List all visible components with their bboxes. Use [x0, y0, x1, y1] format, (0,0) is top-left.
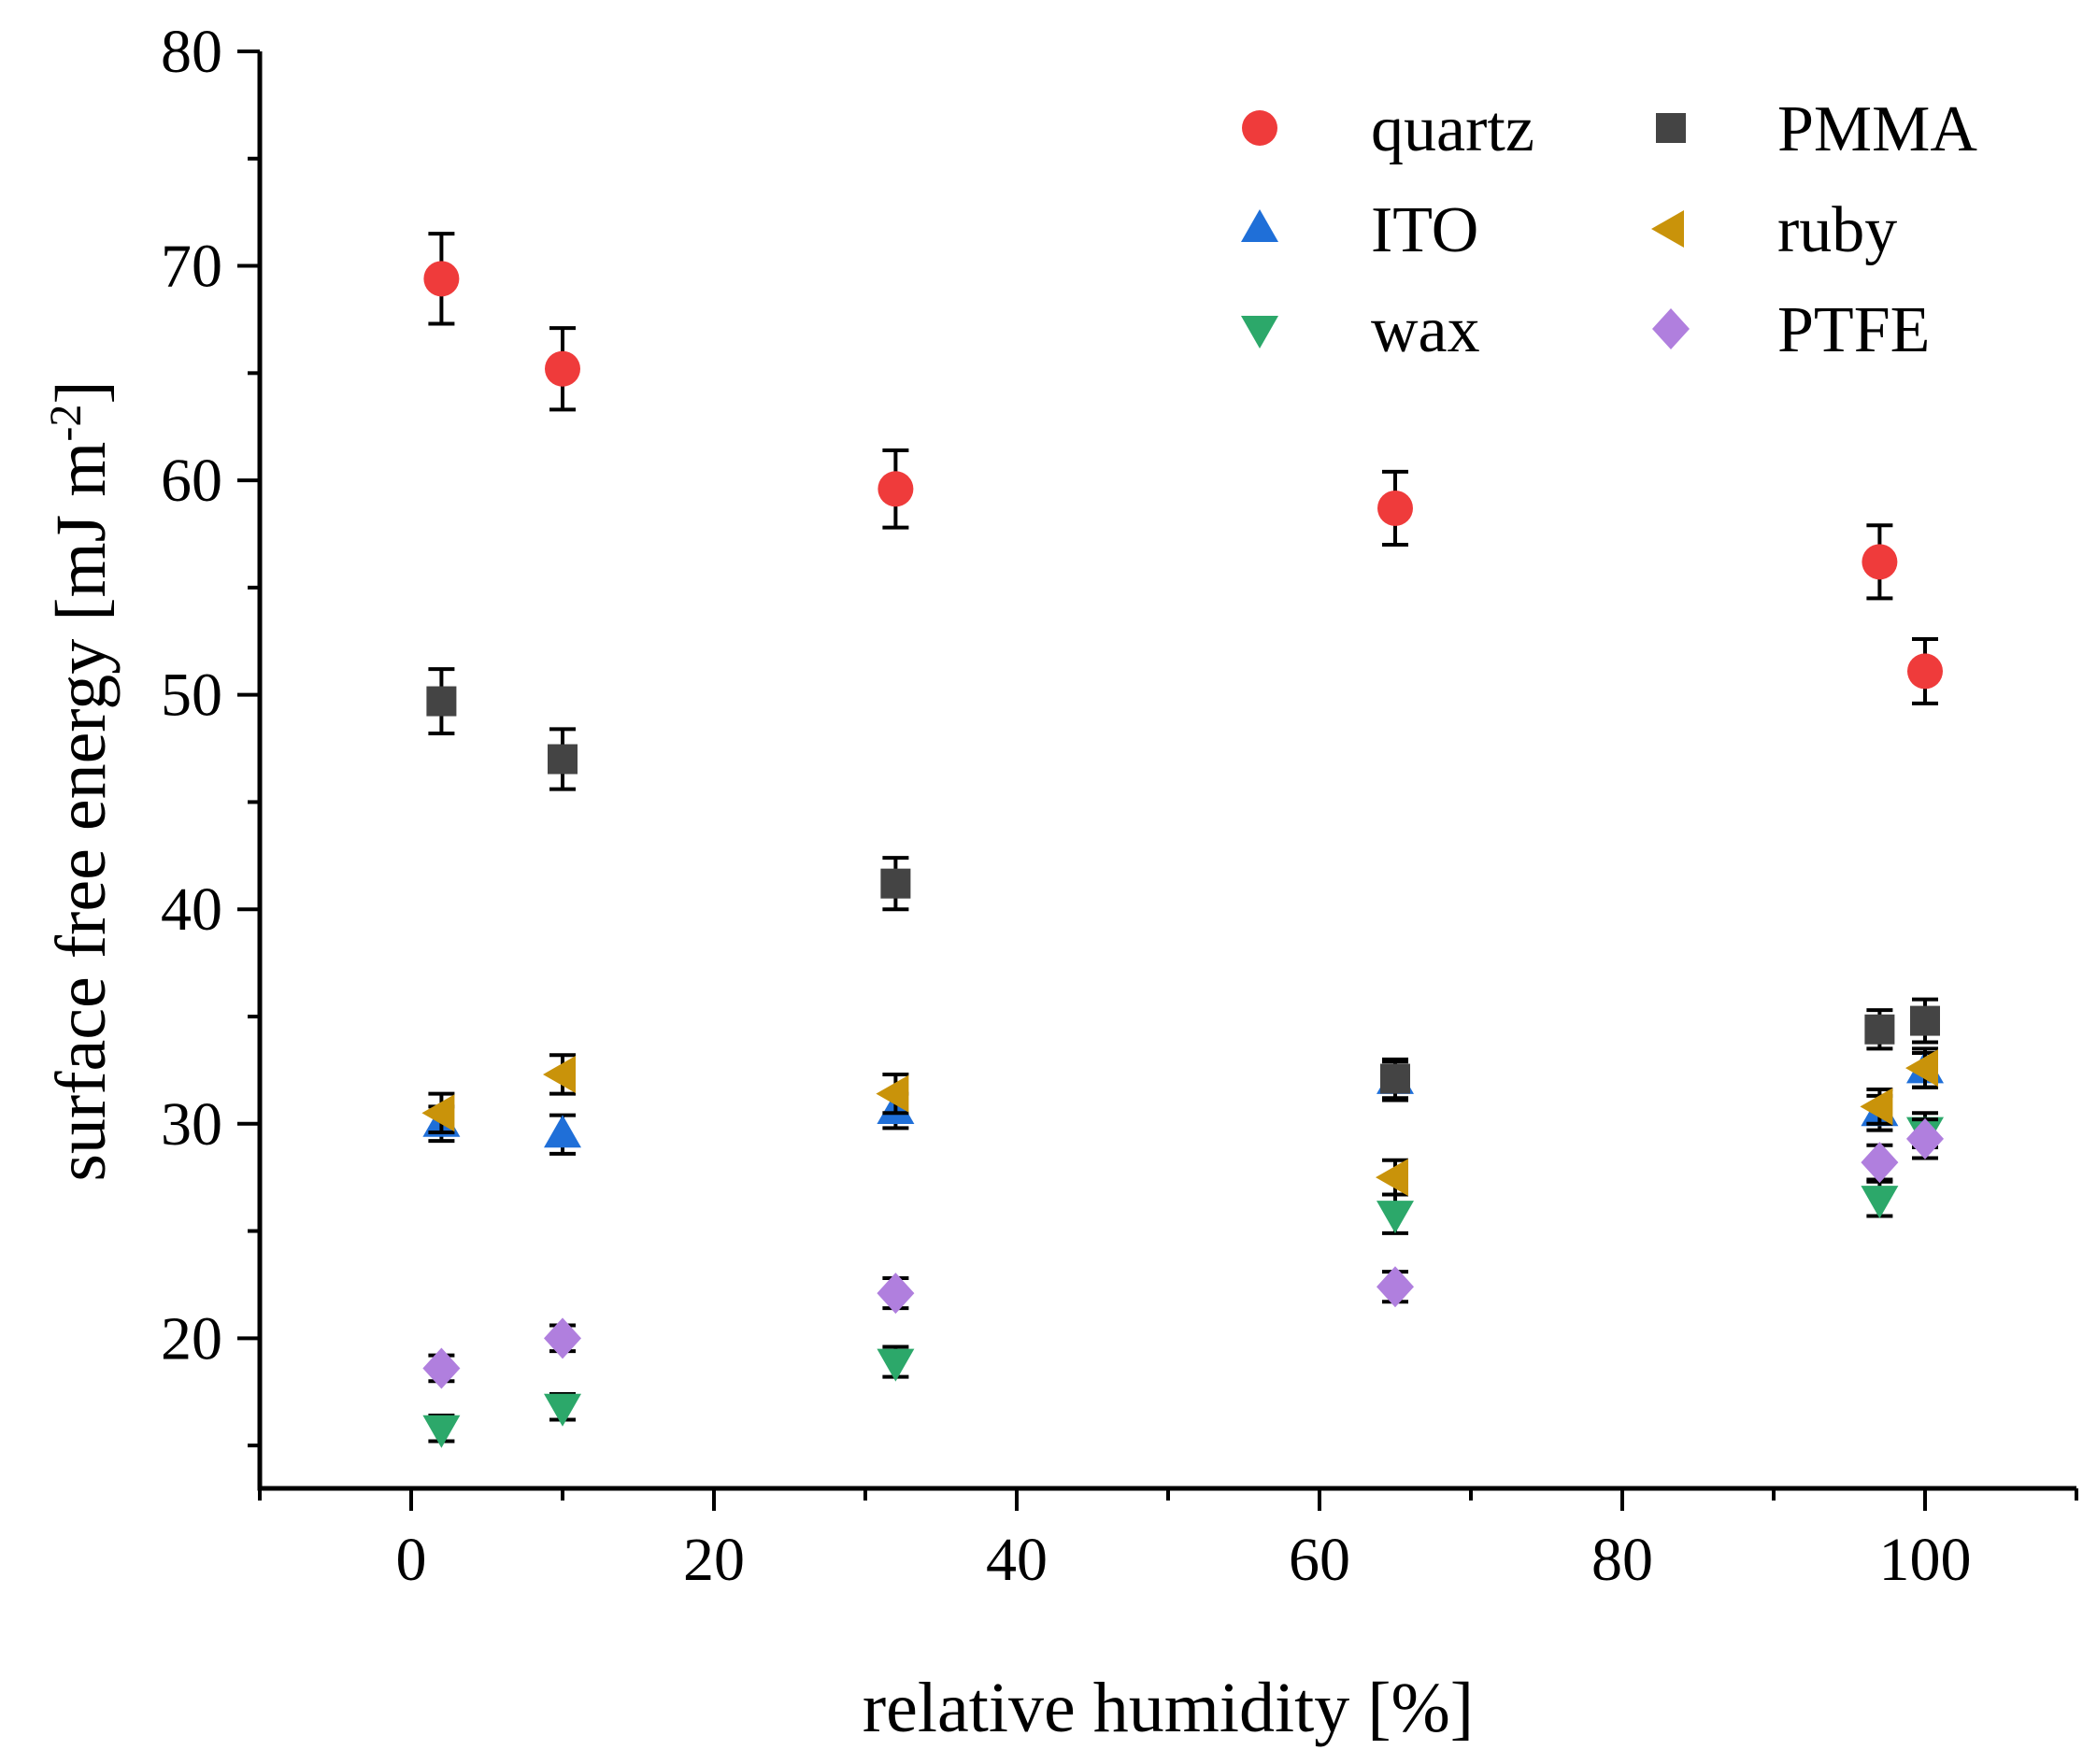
data-point-pmma — [1864, 1014, 1895, 1045]
x-tick-label: 60 — [1289, 1526, 1350, 1594]
data-point-pmma — [880, 868, 911, 899]
data-point-ptfe — [422, 1347, 461, 1389]
y-axis-ticks: 20 30 40 50 60 70 80 — [161, 18, 260, 1448]
legend-label: PMMA — [1777, 93, 1977, 165]
legend-marker — [1242, 110, 1277, 146]
legend-label: ruby — [1777, 194, 1897, 266]
data-point-ruby — [1905, 1049, 1938, 1088]
y-tick-label: 50 — [161, 662, 222, 730]
series-wax — [422, 1111, 1944, 1448]
data-point-wax — [877, 1348, 915, 1382]
plot-area: 0 20 40 60 80 100 20 30 40 50 60 70 80 — [161, 18, 2078, 1594]
legend-item-wax: wax — [1241, 294, 1480, 366]
legend-marker — [1241, 316, 1278, 349]
data-point-pmma — [548, 744, 578, 775]
y-tick-label: 60 — [161, 447, 222, 515]
data-point-pmma — [1910, 1005, 1940, 1036]
series-pmma — [426, 667, 1940, 1101]
y-tick-label: 40 — [161, 875, 222, 944]
data-point-ruby — [1376, 1159, 1408, 1197]
legend-label: ITO — [1371, 194, 1478, 266]
data-point-ptfe — [1861, 1142, 1899, 1184]
data-point-ito — [544, 1115, 581, 1148]
y-tick-label: 70 — [161, 233, 222, 301]
data-point-ptfe — [1906, 1117, 1944, 1159]
series-ruby — [421, 1046, 1938, 1197]
legend-item-ito: ITO — [1241, 194, 1478, 266]
data-point-ptfe — [544, 1317, 581, 1359]
series-ito — [422, 1050, 1944, 1156]
data-point-quartz — [423, 261, 460, 297]
legend-item-ruby: ruby — [1651, 194, 1897, 266]
data-point-pmma — [1380, 1063, 1410, 1094]
x-axis-title: relative humidity [%] — [863, 1669, 1474, 1747]
data-point-quartz — [1862, 544, 1898, 580]
data-point-pmma — [426, 686, 457, 717]
y-axis-title-suffix: ] — [42, 380, 121, 404]
data-point-ruby — [876, 1074, 909, 1113]
data-point-wax — [422, 1415, 461, 1448]
data-point-quartz — [1907, 653, 1943, 690]
legend-marker — [1651, 210, 1684, 248]
data-point-quartz — [545, 350, 580, 387]
data-point-quartz — [1377, 490, 1413, 526]
y-tick-label: 30 — [161, 1090, 222, 1159]
data-point-ptfe — [877, 1273, 915, 1315]
data-point-wax — [1377, 1201, 1414, 1234]
legend-item-quartz: quartz — [1242, 93, 1534, 165]
legend-item-pmma: PMMA — [1656, 93, 1977, 165]
data-point-ruby — [1860, 1088, 1893, 1126]
data-point-quartz — [877, 471, 914, 507]
data-point-ptfe — [1377, 1266, 1414, 1308]
series-ptfe — [422, 1117, 1944, 1389]
data-point-wax — [1861, 1186, 1899, 1219]
data-point-wax — [544, 1393, 581, 1427]
legend-marker — [1652, 308, 1690, 349]
series-quartz — [423, 232, 1943, 705]
y-axis-title-main: surface free energy [mJ m — [42, 442, 121, 1182]
legend-label: wax — [1371, 294, 1480, 366]
y-axis-title-superscript: -2 — [41, 405, 91, 442]
y-axis-title: surface free energy [mJ m-2] — [41, 380, 121, 1181]
y-tick-label: 80 — [161, 18, 222, 86]
x-tick-label: 100 — [1879, 1526, 1972, 1594]
x-tick-label: 0 — [396, 1526, 427, 1594]
x-tick-label: 80 — [1591, 1526, 1653, 1594]
legend-marker — [1241, 209, 1278, 242]
x-axis-ticks: 0 20 40 60 80 100 — [258, 1488, 2078, 1594]
x-tick-label: 20 — [683, 1526, 745, 1594]
legend-marker — [1656, 113, 1686, 143]
y-tick-label: 20 — [161, 1304, 222, 1373]
legend-item-ptfe: PTFE — [1652, 294, 1930, 366]
legend-label: PTFE — [1777, 294, 1930, 366]
x-tick-label: 40 — [986, 1526, 1048, 1594]
series-layer — [421, 232, 1944, 1448]
data-point-ruby — [543, 1055, 576, 1093]
legend-label: quartz — [1371, 93, 1534, 165]
legend: quartz ITO wax PMMA ruby PTFE — [1241, 93, 1977, 366]
data-point-ruby — [421, 1094, 455, 1132]
